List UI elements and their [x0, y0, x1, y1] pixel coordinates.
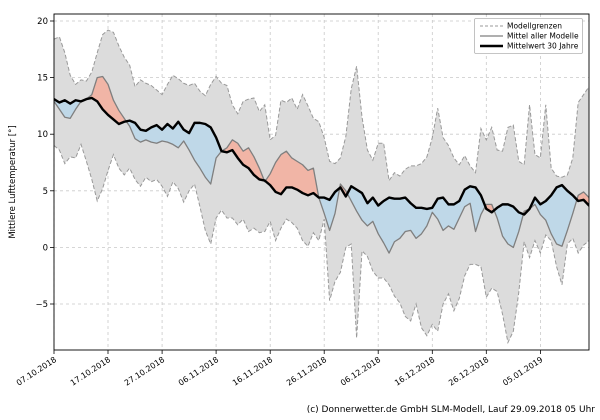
y-tick-label: 20	[37, 17, 48, 27]
y-tick-label: 5	[43, 187, 48, 197]
y-tick-label: 0	[43, 243, 48, 253]
climate-mean-line	[54, 96, 589, 216]
y-axis-title: Mittlere Lufttemperatur [°]	[8, 125, 18, 238]
model-range-band	[54, 30, 589, 343]
y-tick-label: 15	[37, 74, 48, 84]
legend: Modellgrenzen Mittel aller Modelle Mitte…	[474, 18, 583, 54]
y-tick-label: −5	[35, 300, 48, 310]
model-mean-line	[54, 75, 589, 254]
legend-label-mittel-aller-modelle: Mittel aller Modelle	[507, 32, 579, 41]
series-layer	[54, 29, 589, 345]
model-lower-bound-line	[54, 142, 589, 345]
model-upper-bound-line	[54, 29, 589, 182]
legend-label-mittelwert-30-jahre: Mittelwert 30 Jahre	[507, 42, 579, 51]
legend-label-modellgrenzen: Modellgrenzen	[507, 22, 562, 31]
warm-anomaly-fill	[54, 76, 589, 215]
cold-anomaly-fill	[54, 97, 589, 254]
y-tick-label: 10	[37, 130, 48, 140]
plot-frame	[53, 13, 590, 351]
caption: (c) Donnerwetter.de GmbH SLM-Modell, Lau…	[307, 405, 596, 415]
